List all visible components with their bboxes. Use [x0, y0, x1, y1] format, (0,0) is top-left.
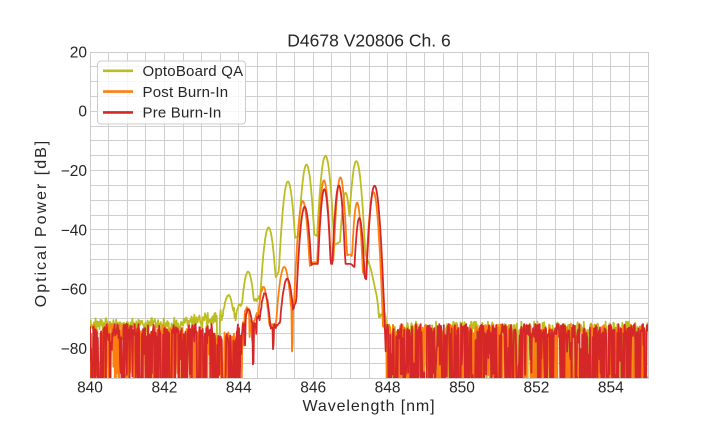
- svg-text:Post Burn-In: Post Burn-In: [143, 84, 229, 101]
- svg-text:−40: −40: [61, 222, 88, 239]
- svg-text:20: 20: [70, 44, 88, 61]
- svg-text:852: 852: [523, 380, 549, 397]
- svg-text:OptoBoard QA: OptoBoard QA: [143, 63, 244, 80]
- svg-text:854: 854: [598, 380, 624, 397]
- svg-text:0: 0: [78, 104, 87, 121]
- svg-text:Optical Power [dB]: Optical Power [dB]: [33, 139, 50, 308]
- svg-text:D4678 V20806 Ch. 6: D4678 V20806 Ch. 6: [287, 31, 450, 51]
- svg-text:−20: −20: [61, 163, 88, 180]
- svg-text:846: 846: [300, 380, 326, 397]
- svg-text:848: 848: [375, 380, 401, 397]
- svg-text:842: 842: [151, 380, 177, 397]
- svg-text:844: 844: [226, 380, 252, 397]
- svg-text:850: 850: [449, 380, 475, 397]
- svg-text:Wavelength [nm]: Wavelength [nm]: [303, 398, 436, 415]
- svg-text:840: 840: [77, 380, 103, 397]
- svg-text:−60: −60: [61, 282, 88, 299]
- svg-text:−80: −80: [61, 341, 88, 358]
- svg-text:Pre Burn-In: Pre Burn-In: [143, 105, 222, 122]
